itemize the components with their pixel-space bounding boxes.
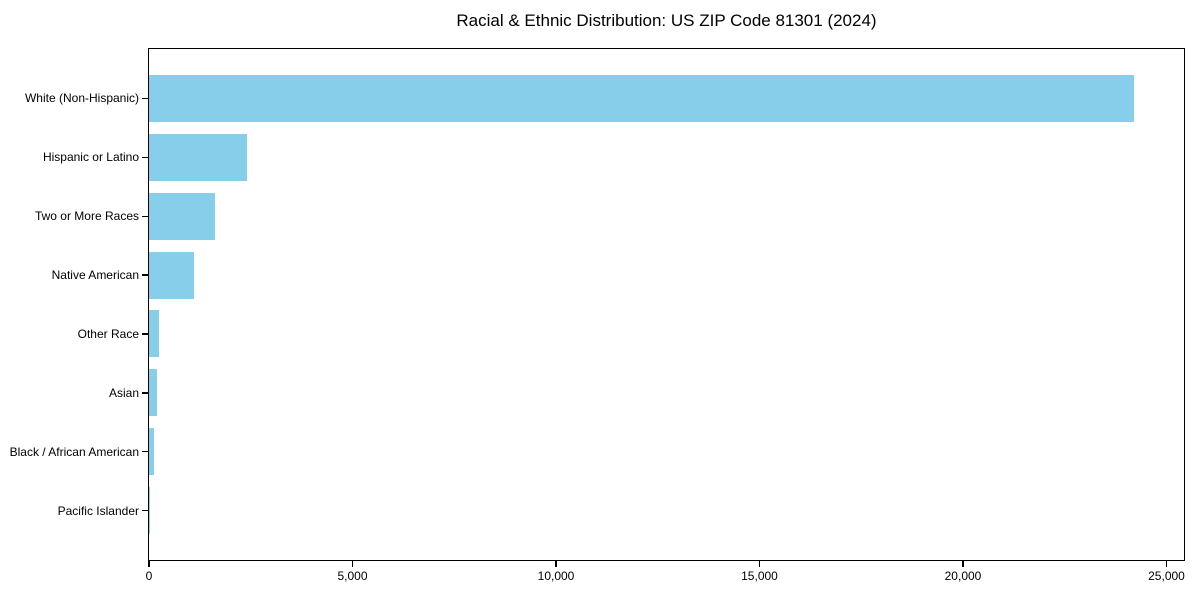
y-tick-mark [142,156,148,159]
plot-area: White (Non-Hispanic) Hispanic or Latino Tw… [10,48,1185,583]
x-tick-label: 20,000 [944,569,982,583]
bar-row: White (Non-Hispanic) [25,69,1184,128]
y-tick-mark [142,97,148,100]
bar [149,369,158,417]
bar-row: Two or More Races [35,187,1184,246]
bar-row: Other Race [78,305,1184,364]
y-tick-mark [142,333,148,335]
bar-row: Black / African American [10,422,1184,481]
bar [149,133,247,181]
x-tick-mark [1165,561,1168,567]
y-tick-label: Other Race [77,326,139,341]
x-tick-label: 0 [145,569,153,583]
x-tick-mark [758,561,761,567]
y-tick-mark [142,451,148,453]
bar-row: Native American [52,246,1184,305]
bar-row: Pacific Islander [58,481,1184,540]
x-tick-mark [555,561,557,567]
y-tick-mark [142,509,148,512]
bar-row: Hispanic or Latino [43,128,1184,187]
y-tick-mark [142,215,148,217]
y-tick-label: Pacific Islander [57,503,139,518]
x-tick-label: 5,000 [337,569,368,583]
x-tick-mark [148,561,150,567]
bar [149,251,194,299]
y-tick-label: White (Non-Hispanic) [24,91,139,106]
bar [149,74,1134,122]
bar-row: Asian [109,363,1184,422]
x-tick-label: 10,000 [537,569,575,583]
y-tick-label: Asian [108,385,139,400]
x-tick-mark [351,561,354,567]
x-tick-mark [962,561,964,567]
bar-rows-container: White (Non-Hispanic) Hispanic or Latino Tw… [10,69,1184,540]
y-tick-label: Hispanic or Latino [42,150,139,165]
y-tick-mark [142,392,148,394]
y-tick-mark [142,274,148,276]
y-tick-label: Native American [51,268,139,283]
x-tick-label: 25,000 [1148,569,1185,583]
chart-title: Racial & Ethnic Distribution: US ZIP Cod… [456,11,877,30]
bar [149,487,150,535]
bar [149,428,154,476]
bar [149,310,159,358]
y-tick-label: Two or More Races [34,209,139,224]
y-tick-label: Black / African American [9,444,139,459]
x-tick-label: 15,000 [741,569,778,583]
x-axis: 0 5,000 10,000 15,000 20,000 25,000 [145,560,1185,590]
bar [149,192,216,240]
